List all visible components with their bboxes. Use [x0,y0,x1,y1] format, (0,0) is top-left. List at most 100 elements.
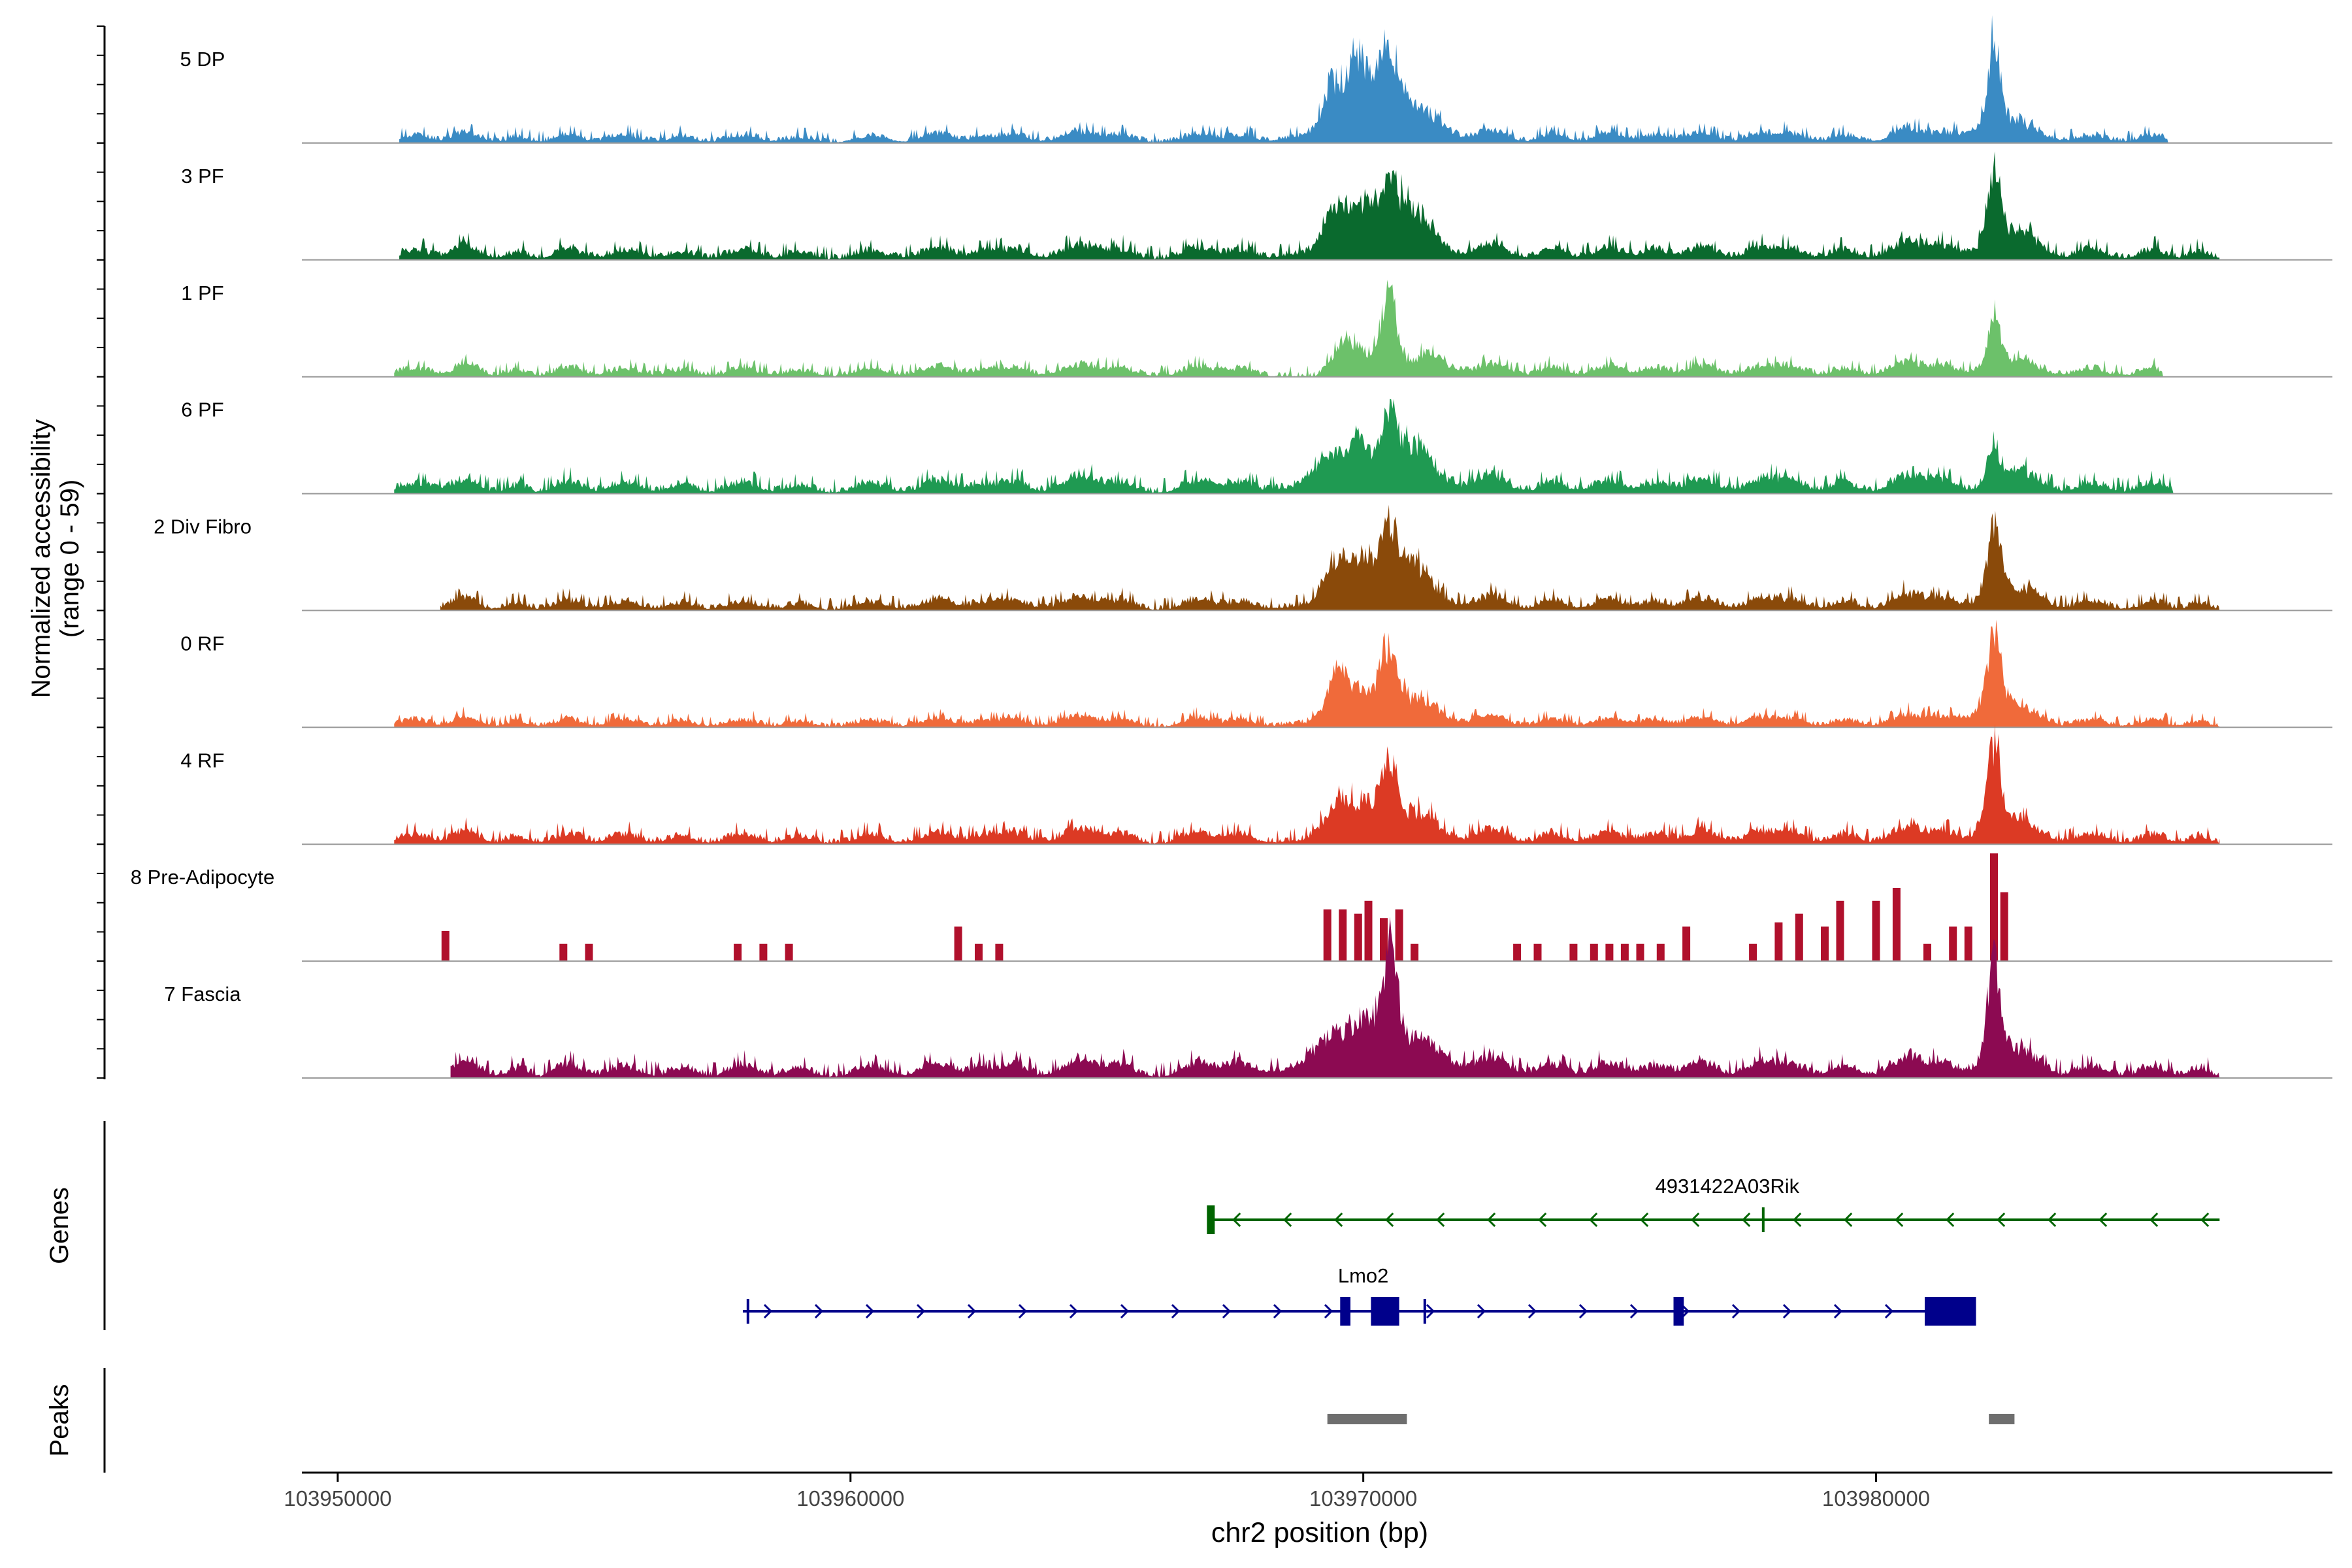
strand-arrow [1487,1212,1496,1228]
signal-bar [1795,913,1803,962]
signal-area-3-pf [399,151,2220,260]
strand-arrow [916,1303,926,1319]
strand-arrow [1731,1303,1741,1319]
strand-arrow [1018,1303,1028,1319]
strand-arrow [1120,1303,1130,1319]
signal-bar [785,943,793,962]
track-label-7-fascia: 7 Fascia [164,983,241,1005]
gene-lmo2: Lmo2 [742,1264,1976,1326]
signal-bar [759,943,768,962]
signal-bar [995,943,1004,962]
x-axis-title: chr2 position (bp) [1211,1517,1428,1548]
y-axis-title: Normalized accessibility [27,419,56,698]
strand-arrow [1477,1303,1486,1319]
track-label-2-div-fibro: 2 Div Fibro [154,515,252,538]
strand-arrow [1385,1212,1394,1228]
strand-arrow [1782,1303,1792,1319]
signal-area-4-rf [394,723,2220,845]
signal-area-6-pf [394,399,2174,494]
strand-arrow [1232,1212,1241,1228]
track-label-1-pf: 1 PF [181,282,223,304]
gene-label-4931422a03rik: 4931422A03Rik [1656,1175,1800,1198]
track-label-4-rf: 4 RF [180,749,224,772]
track-5-dp [302,15,2332,144]
signal-area-7-fascia [450,917,2220,1078]
strand-arrow [1324,1303,1333,1319]
signal-area-5-dp [399,15,2168,143]
x-axis: 103950000 103960000 103970000 103980000 [284,1471,2332,1511]
signal-bar [1872,900,1880,962]
track-4-rf [302,723,2332,845]
strand-arrow [1436,1212,1445,1228]
track-label-0-rf: 0 RF [180,632,224,655]
track-7-fascia [302,917,2332,1079]
genes-panel-label: Genes [45,1187,74,1264]
strand-arrow [2200,1212,2210,1228]
track-labels: 5 DP 3 PF 1 PF 6 PF 2 Div Fibro 0 RF 4 RF 8 Pre… [131,48,275,1005]
signal-bar [585,943,593,962]
peaks-panel-label: Peaks [45,1384,74,1456]
exon [1925,1297,1976,1326]
signal-bar [1620,943,1629,962]
signal-bar [1339,909,1347,962]
exon [1673,1297,1684,1326]
signal-bar [1749,943,1757,962]
y-axis [97,25,106,1079]
x-tick-label: 103950000 [284,1486,391,1511]
exon [1340,1297,1350,1326]
signal-bar [1411,943,1419,962]
signal-bar [734,943,742,962]
x-tick-label: 103970000 [1309,1486,1417,1511]
signal-bar [559,943,568,962]
track-2-div-fibro [302,504,2332,612]
signal-bar [441,930,449,962]
signal-bar [1533,943,1542,962]
signal-bar [1892,888,1901,962]
signal-bar [1774,922,1783,962]
strand-arrow [967,1303,977,1319]
track-1-pf [302,280,2332,378]
strand-arrow [1895,1212,1904,1228]
signal-bar [1949,926,1957,962]
strand-arrow [1833,1303,1843,1319]
strand-arrow [1793,1212,1802,1228]
signal-bar [1380,918,1388,962]
gene-label-lmo2: Lmo2 [1338,1264,1389,1287]
genes-panel: 4931422A03Rik Lmo2 [742,1175,2220,1326]
strand-arrow [2048,1212,2057,1228]
signal-bar [1354,913,1362,962]
peak-region [1327,1414,1407,1424]
signal-bar [1605,943,1614,962]
x-tick-label: 103980000 [1822,1486,1930,1511]
strand-arrow [1222,1303,1232,1319]
gene-4931422a03rik: 4931422A03Rik [1207,1175,2220,1234]
strand-arrow [1884,1303,1894,1319]
strand-arrow [1589,1212,1598,1228]
signal-bar [1682,926,1691,962]
strand-arrow [814,1303,824,1319]
track-0-rf [302,619,2332,728]
signal-bar [954,926,962,962]
peak-region [1989,1414,2015,1424]
strand-arrow [2099,1212,2108,1228]
exon [1371,1297,1399,1326]
track-label-6-pf: 6 PF [181,399,223,421]
strand-arrow [1426,1303,1435,1319]
strand-arrow [1680,1303,1690,1319]
strand-arrow [865,1303,875,1319]
signal-bar [1836,900,1844,962]
signal-area-1-pf [394,280,2163,377]
signal-area-2-div-fibro [440,504,2220,611]
signal-bar [1590,943,1598,962]
strand-arrow [1946,1212,1955,1228]
strand-arrow [1283,1212,1292,1228]
exon [1207,1205,1215,1234]
strand-arrow [1578,1303,1588,1319]
signal-bar [1656,943,1665,962]
strand-arrow [1069,1303,1079,1319]
strand-arrow [1273,1303,1282,1319]
signal-bar [2000,892,2008,962]
strand-arrow [1742,1212,1751,1228]
strand-arrow [1844,1212,1853,1228]
